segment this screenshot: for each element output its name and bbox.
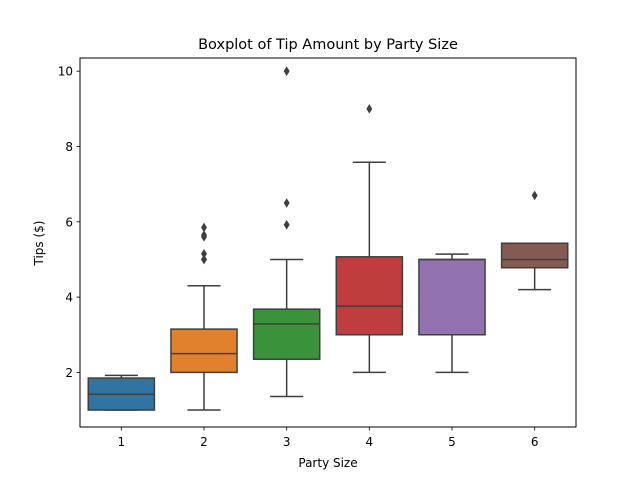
outlier-point [201, 254, 207, 265]
y-tick-label: 6 [65, 215, 73, 229]
box [335, 256, 404, 336]
outlier-point [201, 249, 207, 259]
outlier-point [201, 222, 207, 233]
y-tick-label: 2 [65, 366, 73, 380]
outlier-point [531, 190, 538, 201]
x-tick-label: 5 [448, 435, 456, 449]
outlier-point [283, 66, 290, 76]
x-tick-label: 4 [366, 435, 374, 449]
outlier-point [366, 104, 373, 114]
outlier-point [283, 220, 290, 230]
x-tick-label: 3 [283, 435, 291, 449]
box [170, 328, 238, 374]
x-axis-label: Party Size [298, 456, 357, 470]
box [252, 308, 321, 360]
outlier-point [201, 230, 207, 240]
chart-title: Boxplot of Tip Amount by Party Size [198, 37, 458, 53]
plot-frame [79, 57, 577, 428]
x-tick-label: 6 [531, 435, 539, 449]
x-tick-label: 2 [200, 435, 208, 449]
y-tick-label: 10 [58, 65, 73, 79]
box [418, 258, 486, 336]
y-axis-label: Tips ($) [32, 221, 46, 267]
x-tick-label: 1 [118, 435, 126, 449]
box [500, 242, 569, 269]
outlier-point [283, 198, 290, 208]
y-tick-label: 8 [65, 140, 73, 154]
y-tick-label: 4 [65, 291, 73, 305]
